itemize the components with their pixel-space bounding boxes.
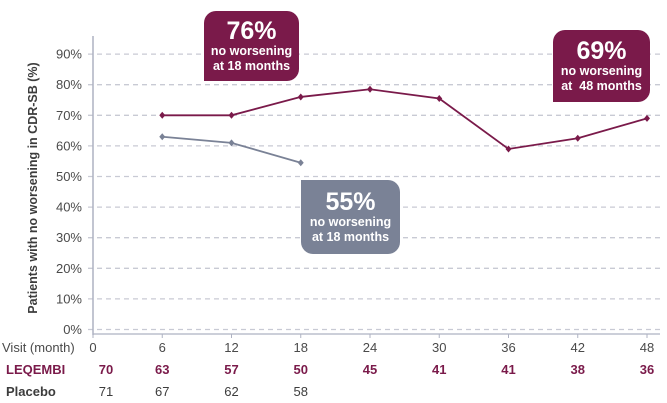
data-point-marker: [297, 159, 304, 167]
data-point-marker: [228, 139, 235, 147]
callout-value: 76%: [226, 17, 277, 45]
y-tick-label: 0%: [63, 322, 82, 337]
patients-count: 71: [99, 384, 113, 399]
row-label-leqembi: LEQEMBI: [6, 362, 65, 377]
callout-text: at 18 months: [311, 230, 390, 244]
leqembi-18-month-callout: 76% no worsening at 18 months: [204, 11, 299, 81]
data-point-marker: [159, 133, 166, 141]
y-tick-label: 40%: [56, 200, 82, 215]
data-point-marker: [297, 93, 304, 101]
leqembi-48-month-callout: 69% no worsening at 48 months: [553, 30, 650, 102]
callout-text: at 48 months: [561, 79, 642, 93]
patients-count: 38: [571, 362, 585, 377]
data-point-marker: [367, 85, 373, 93]
visit-month: 30: [432, 340, 446, 355]
visit-month: 6: [159, 340, 166, 355]
patients-count: 63: [155, 362, 169, 377]
data-point-marker: [228, 111, 235, 119]
patients-count: 45: [363, 362, 377, 377]
series-leqembi: [159, 85, 650, 153]
y-tick-label: 10%: [56, 291, 82, 306]
patients-count: 70: [99, 362, 113, 377]
callout-text: no worsening: [309, 215, 392, 229]
data-point-marker: [159, 111, 166, 119]
visit-month: 24: [363, 340, 377, 355]
patients-count: 50: [294, 362, 308, 377]
series-placebo: [159, 133, 304, 167]
visit-month: 42: [571, 340, 585, 355]
y-tick-label: 90%: [56, 47, 82, 62]
placebo-18-month-callout: 55% no worsening at 18 months: [301, 180, 400, 254]
callout-value: 55%: [325, 188, 376, 216]
callout-value: 69%: [576, 37, 627, 65]
y-axis-ticks: 0% 10% 20% 30% 40% 50% 60% 70% 80% 90%: [56, 47, 82, 337]
patients-count: 41: [501, 362, 515, 377]
series-lines: [159, 85, 650, 167]
patients-count: 58: [294, 384, 308, 399]
axes: [92, 36, 660, 338]
y-tick-label: 60%: [56, 138, 82, 153]
y-tick-label: 50%: [56, 169, 82, 184]
row-label-placebo: Placebo: [6, 384, 56, 399]
at-risk-table: Visit (month) 0 6 12 18 24 30 36 42 48 LEQEMBI 70 63…: [2, 340, 654, 399]
visit-month: 48: [640, 340, 654, 355]
visit-month: 18: [294, 340, 308, 355]
patients-count: 36: [640, 362, 654, 377]
visit-month: 12: [224, 340, 238, 355]
visit-header-label: Visit (month): [2, 340, 75, 355]
y-axis-label: Patients with no worsening in CDR-SB (%): [26, 62, 40, 313]
data-point-marker: [436, 94, 443, 102]
patients-count: 41: [432, 362, 446, 377]
data-point-marker: [505, 145, 512, 153]
patients-count: 62: [224, 384, 238, 399]
y-tick-label: 20%: [56, 261, 82, 276]
data-point-marker: [574, 134, 581, 142]
callout-text: no worsening: [560, 64, 643, 78]
callout-text: no worsening: [210, 44, 293, 58]
callout-text: at 18 months: [212, 59, 291, 73]
visit-month: 0: [89, 340, 96, 355]
y-tick-label: 80%: [56, 77, 82, 92]
patients-count: 67: [155, 384, 169, 399]
visit-month: 36: [501, 340, 515, 355]
y-tick-label: 30%: [56, 230, 82, 245]
data-point-marker: [644, 114, 650, 122]
y-tick-label: 70%: [56, 108, 82, 123]
series-line: [162, 88, 648, 150]
patients-count: 57: [224, 362, 238, 377]
